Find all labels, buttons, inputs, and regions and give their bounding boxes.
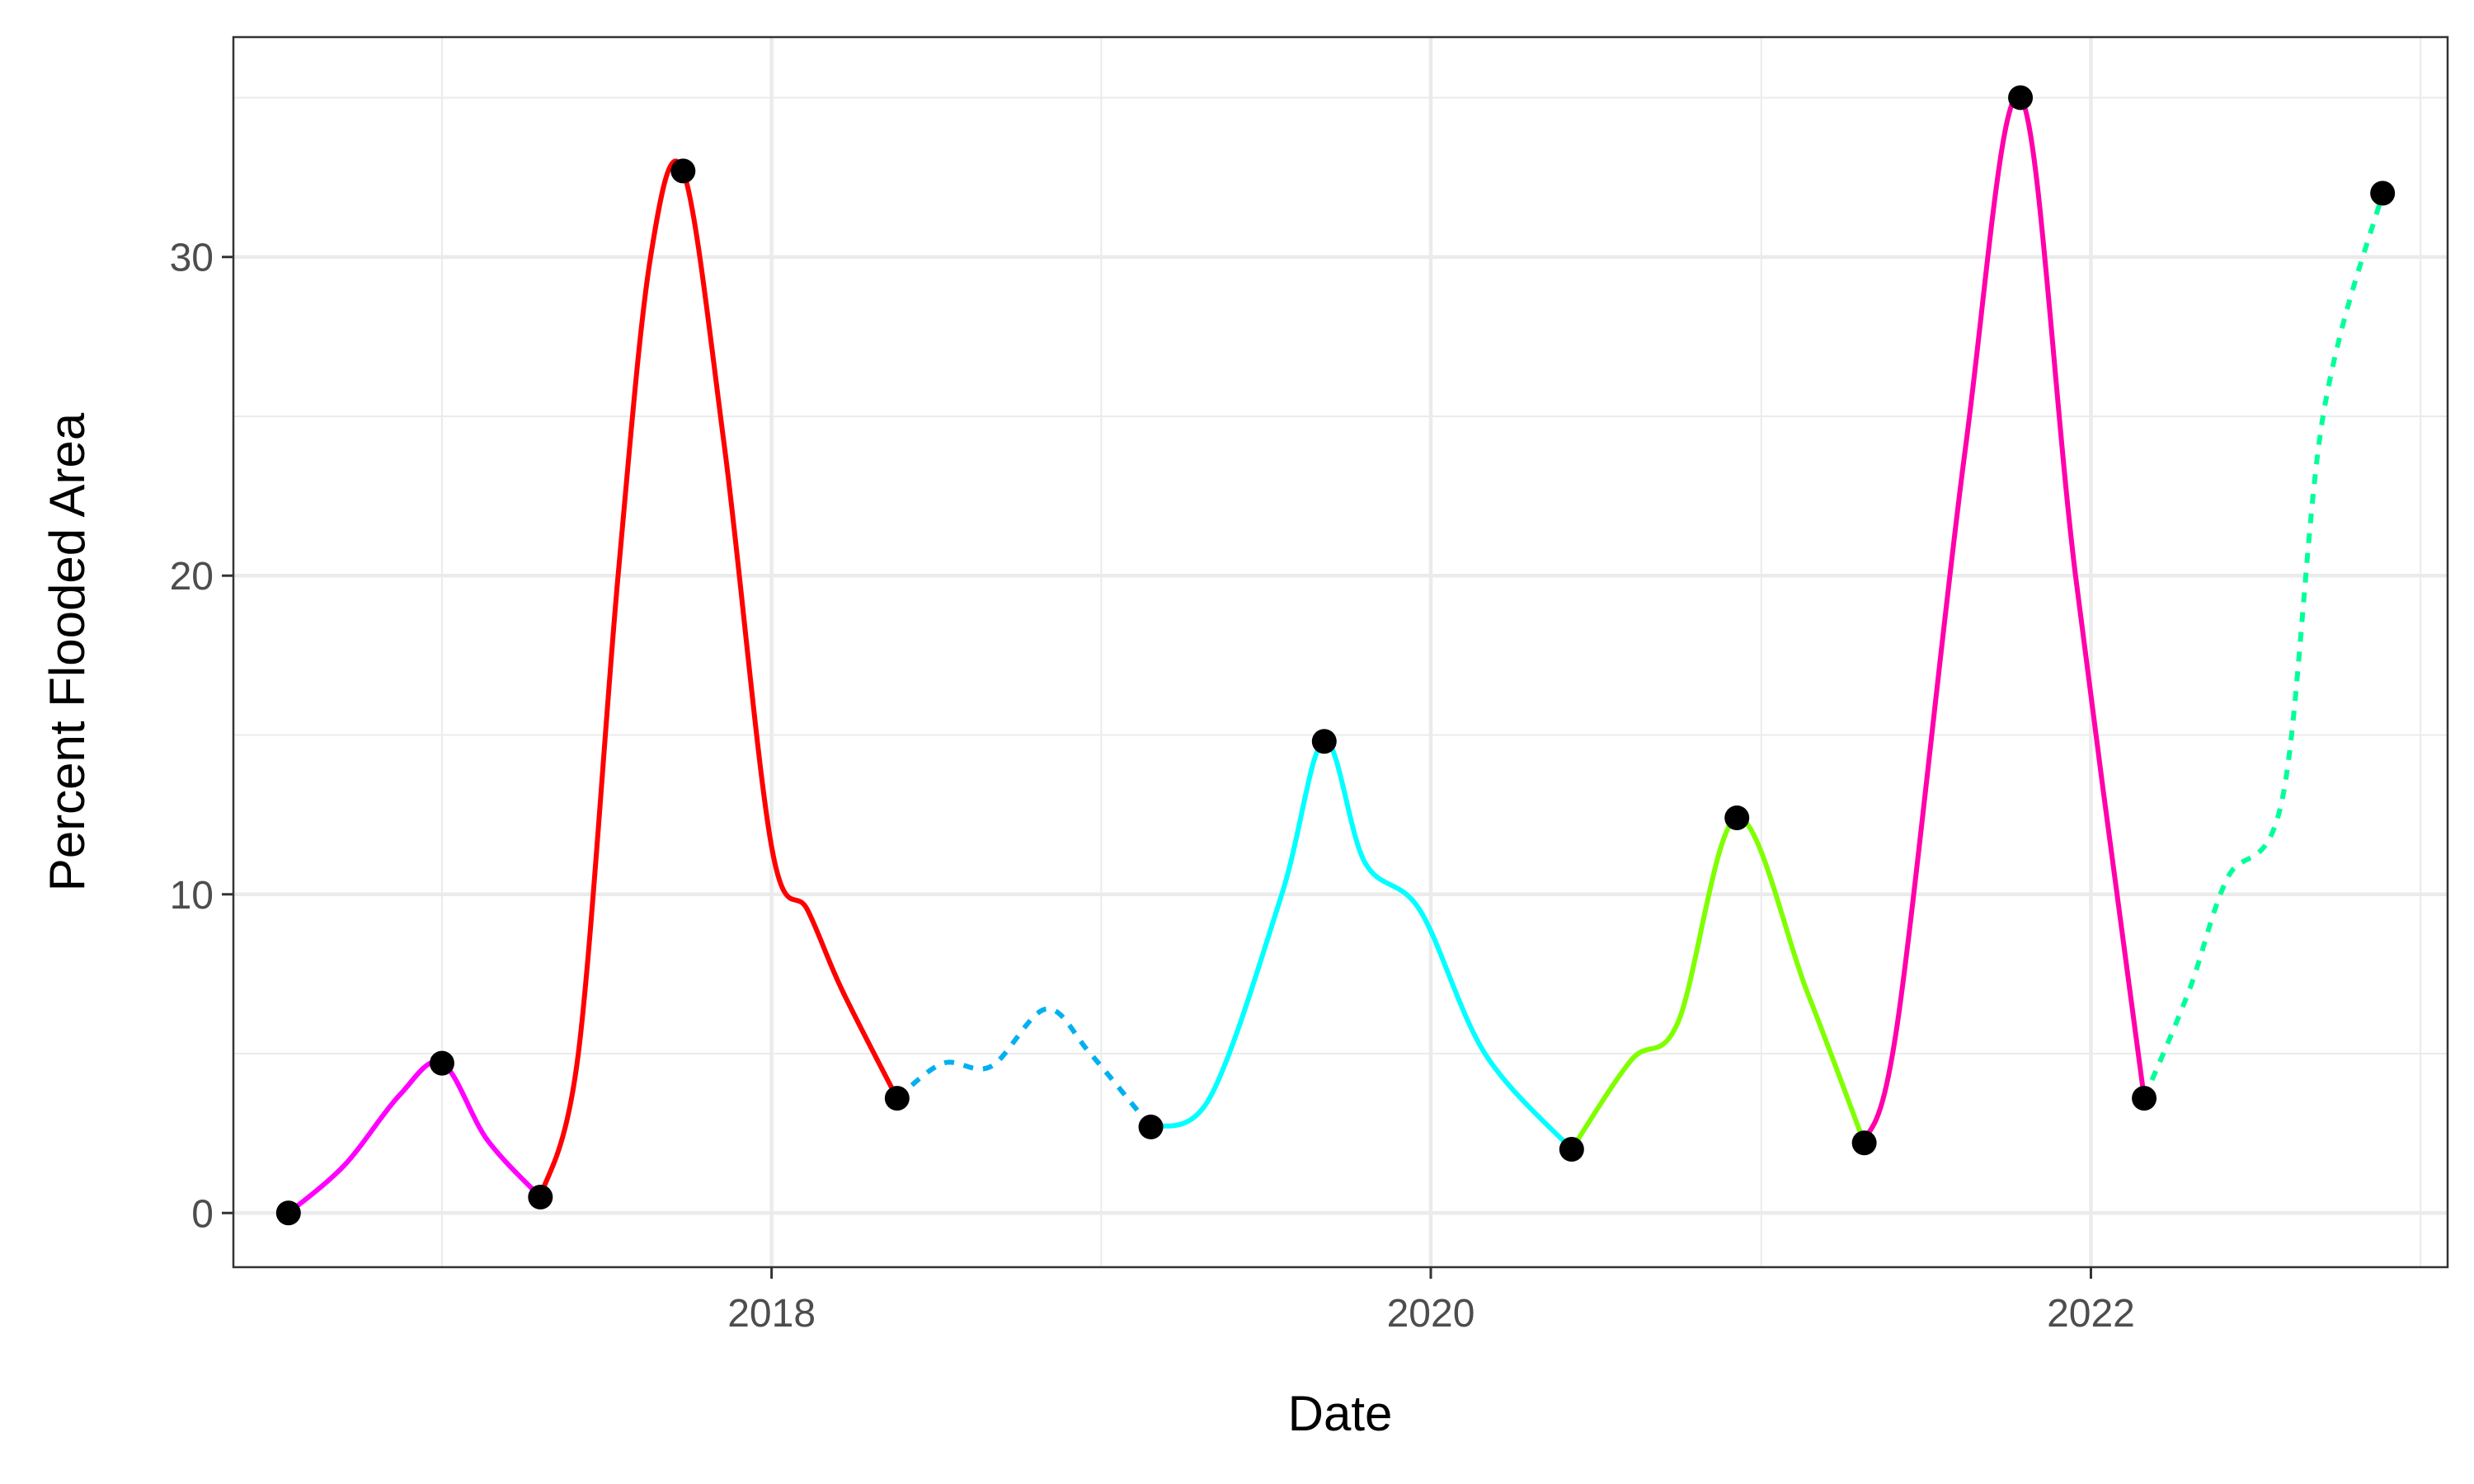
y-tick-label: 20 <box>170 555 214 599</box>
data-point <box>429 1050 454 1076</box>
series-line-3 <box>895 1006 1153 1129</box>
y-tick-label: 0 <box>191 1192 214 1236</box>
y-axis: 0 10 20 30 <box>170 237 233 1236</box>
y-axis-title: Percent Flooded Area <box>40 412 95 891</box>
plot-panel <box>233 37 2448 1267</box>
series-line-7 <box>2142 192 2386 1100</box>
x-axis-title: Date <box>1288 1386 1393 1441</box>
series-line-6 <box>1861 93 2147 1144</box>
series-line-2 <box>538 158 900 1198</box>
data-point <box>884 1086 910 1111</box>
series-line-4 <box>1150 739 1574 1152</box>
y-tick-label: 30 <box>170 237 214 280</box>
minor-gridlines <box>233 37 2448 1267</box>
data-point <box>1138 1114 1164 1139</box>
plot-border <box>232 35 2449 1269</box>
data-point <box>2132 1086 2157 1111</box>
data-point <box>2370 181 2396 206</box>
y-tick-label: 10 <box>170 874 214 918</box>
data-point <box>528 1184 553 1209</box>
data-points <box>275 85 2396 1226</box>
x-axis: 2018 2020 2022 <box>727 1267 2135 1336</box>
x-tick-label: 2020 <box>1387 1292 1475 1336</box>
data-point <box>1559 1136 1584 1162</box>
data-point <box>670 158 696 184</box>
data-point <box>1311 729 1337 754</box>
data-point <box>1851 1130 1877 1156</box>
data-point <box>2008 85 2034 110</box>
series-lines <box>286 93 2386 1215</box>
major-gridlines <box>233 37 2448 1267</box>
data-point <box>1724 805 1750 830</box>
series-line-1 <box>286 1059 543 1215</box>
x-tick-label: 2022 <box>2047 1292 2135 1336</box>
series-line-5 <box>1569 815 1867 1151</box>
x-tick-label: 2018 <box>727 1292 816 1336</box>
data-point <box>275 1200 301 1226</box>
